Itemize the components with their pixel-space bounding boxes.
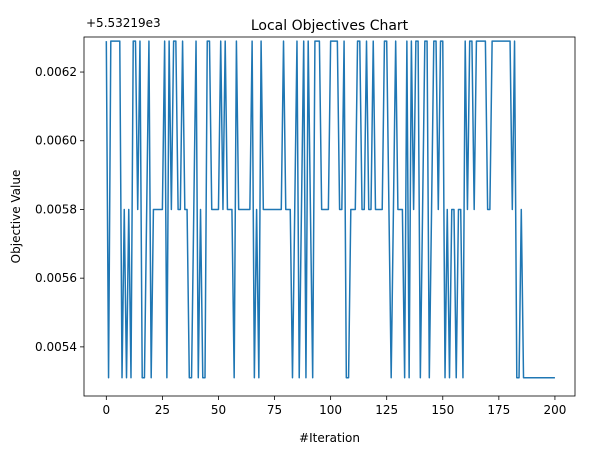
x-tick-label: 75: [267, 403, 282, 417]
x-tick-label: 0: [102, 403, 110, 417]
y-tick-label: 0.0054: [35, 340, 77, 354]
y-axis: 0.0054 0.0056 0.0058 0.0060 0.0062: [35, 65, 84, 354]
y-tick-label: 0.0058: [35, 202, 77, 216]
x-tick-label: 50: [211, 403, 226, 417]
x-tick-label: 200: [543, 403, 566, 417]
y-axis-label: Objective Value: [9, 170, 23, 264]
x-axis: 0 25 50 75 100 125 150 175 200: [102, 396, 566, 417]
series-layer: [105, 40, 555, 379]
x-tick-label: 100: [319, 403, 342, 417]
x-tick-label: 125: [375, 403, 398, 417]
x-tick-label: 150: [431, 403, 454, 417]
x-tick-label: 175: [487, 403, 510, 417]
plot-frame: [83, 36, 576, 397]
series-line-0: [105, 40, 555, 379]
y-tick-label: 0.0056: [35, 271, 77, 285]
x-axis-label: #Iteration: [299, 431, 360, 445]
y-tick-label: 0.0060: [35, 134, 77, 148]
x-tick-label: 25: [155, 403, 170, 417]
y-tick-label: 0.0062: [35, 65, 77, 79]
y-offset-label: +5.53219e3: [86, 16, 161, 30]
chart-title: Local Objectives Chart: [251, 18, 409, 34]
